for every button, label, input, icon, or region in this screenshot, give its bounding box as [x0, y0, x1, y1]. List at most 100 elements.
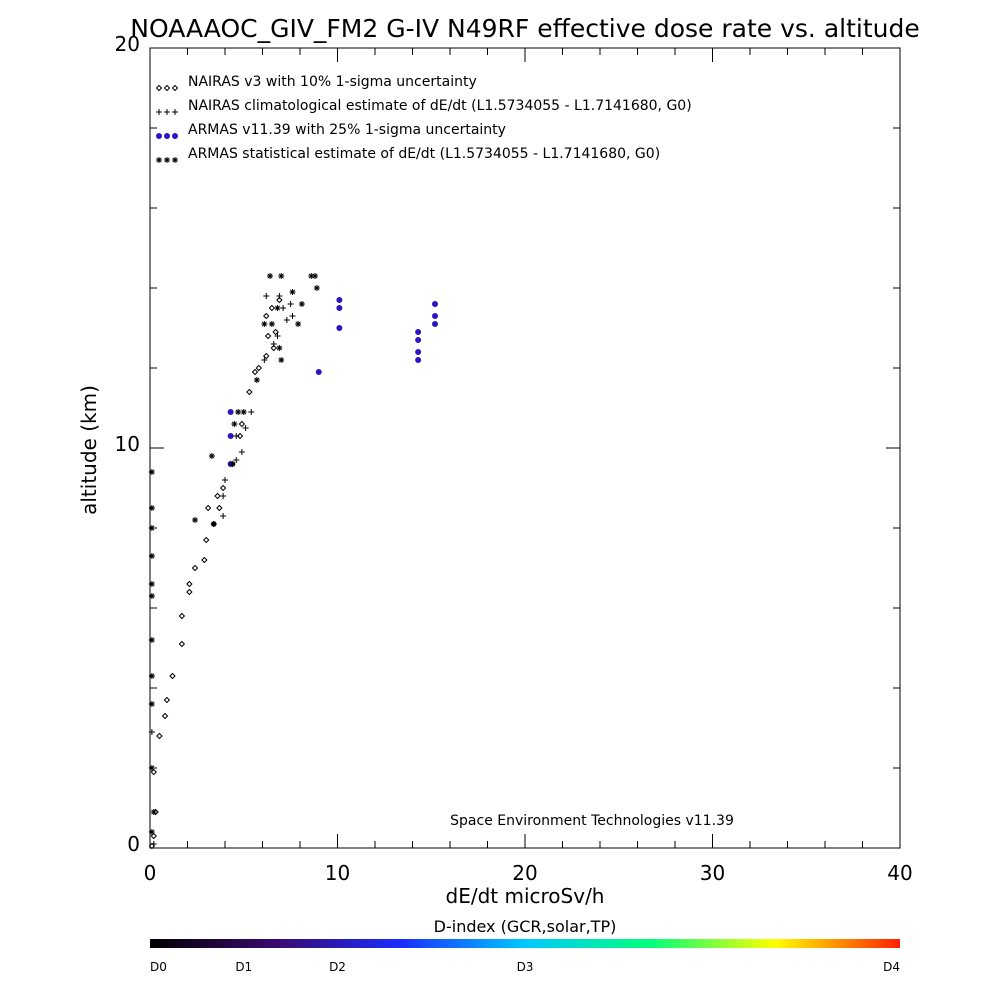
data-point: [261, 357, 268, 363]
legend-marker: [164, 109, 170, 115]
legend: NAIRAS v3 with 10% 1-sigma uncertainty NA…: [155, 74, 692, 163]
data-point: [298, 301, 305, 307]
data-point: [248, 409, 255, 415]
data-point: [242, 425, 249, 431]
data-point: [208, 453, 215, 459]
data-point: [210, 521, 217, 527]
data-point: [253, 377, 260, 383]
data-point: [270, 344, 277, 352]
data-point: [336, 297, 343, 303]
legend-marker: [171, 84, 179, 92]
data-point: [148, 765, 155, 771]
x-tick-label: 0: [144, 861, 157, 885]
data-point: [148, 581, 155, 587]
data-point: [233, 433, 240, 439]
legend-entry: ARMAS statistical estimate of dE/dt (L1.…: [188, 146, 660, 162]
data-point: [229, 461, 236, 467]
data-point: [148, 729, 155, 735]
legend-entry: NAIRAS v3 with 10% 1-sigma uncertainty: [188, 74, 477, 90]
data-point: [148, 593, 155, 599]
data-point: [278, 273, 285, 279]
legend-entry: ARMAS v11.39 with 25% 1-sigma uncertaint…: [188, 122, 506, 138]
data-point: [432, 321, 438, 327]
data-point: [432, 313, 438, 319]
y-tick-label: 20: [115, 32, 140, 56]
data-point: [191, 564, 199, 572]
data-point: [236, 432, 244, 440]
legend-marker: [155, 84, 163, 92]
x-tick-label: 40: [887, 861, 912, 885]
data-point: [204, 504, 212, 512]
data-point: [148, 525, 155, 531]
data-point: [220, 493, 227, 499]
data-point: [274, 333, 281, 339]
data-point: [163, 696, 171, 704]
data-point: [261, 321, 268, 327]
data-point: [148, 637, 155, 643]
x-tick-label: 30: [700, 861, 725, 885]
data-point: [289, 313, 296, 319]
data-point: [216, 504, 223, 512]
data-point: [280, 305, 287, 311]
data-point: [148, 701, 155, 707]
x-tick-label: 10: [325, 861, 350, 885]
colorbar-tick-label: D1: [235, 960, 252, 974]
plot-frame: [149, 47, 901, 849]
data-point: [246, 388, 253, 396]
data-point: [214, 492, 221, 500]
data-point: [169, 672, 176, 680]
data-point: [308, 273, 315, 279]
x-axis-label: dE/dt microSv/h: [446, 884, 605, 908]
legend-marker: [156, 157, 162, 163]
data-point: [233, 457, 240, 463]
data-point: [336, 305, 343, 311]
data-point: [161, 712, 169, 720]
data-point: [231, 421, 238, 427]
data-point: [222, 477, 228, 483]
data-point: [268, 304, 276, 312]
data-point: [274, 305, 281, 311]
data-point: [264, 332, 272, 340]
data-point: [150, 832, 157, 840]
legend-marker: [164, 157, 170, 163]
data-point: [178, 640, 186, 648]
colorbar-tick-label: D2: [329, 960, 346, 974]
legend-marker: [163, 84, 171, 92]
data-point: [336, 325, 343, 331]
data-points: [148, 273, 438, 850]
legend-marker: [172, 133, 178, 139]
legend-marker: [156, 109, 162, 115]
data-point: [289, 289, 296, 295]
data-point: [268, 321, 275, 327]
data-point: [276, 293, 283, 299]
data-point: [415, 357, 422, 363]
data-point: [148, 673, 155, 679]
colorbar-tick-labels: D0 D1 D2 D3 D4: [150, 960, 900, 974]
x-tick-label: 20: [512, 861, 537, 885]
data-point: [219, 484, 227, 492]
data-point: [148, 553, 155, 559]
colorbar-tick-label: D4: [883, 960, 900, 974]
data-point: [178, 612, 186, 620]
axis-ticks: [149, 47, 901, 849]
colorbar-tick-label: D0: [150, 960, 167, 974]
data-point: [263, 352, 270, 360]
data-point: [220, 513, 227, 519]
data-point: [240, 409, 247, 415]
plot-border: [149, 47, 901, 849]
data-point: [432, 301, 438, 307]
data-point: [186, 580, 193, 588]
data-point: [235, 409, 242, 415]
data-point: [238, 449, 245, 455]
colorbar-title: D-index (GCR,solar,TP): [434, 917, 617, 936]
data-point: [283, 317, 290, 323]
data-point: [278, 357, 285, 363]
data-point: [150, 768, 157, 776]
colorbar-tick-label: D3: [517, 960, 534, 974]
y-tick-label: 0: [127, 832, 140, 856]
data-point: [295, 321, 302, 327]
data-point: [150, 809, 157, 815]
data-point: [255, 364, 262, 372]
data-point: [272, 328, 279, 336]
